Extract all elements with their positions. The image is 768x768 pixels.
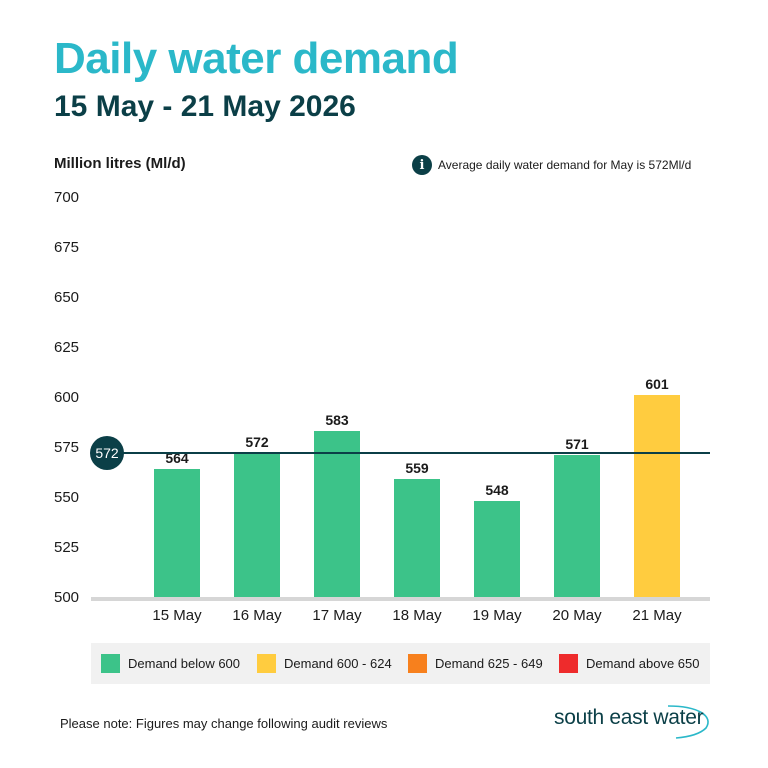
- y-tick-label: 600: [54, 389, 79, 406]
- footnote: Please note: Figures may change followin…: [60, 716, 388, 731]
- brand-swoosh-icon: [667, 705, 709, 739]
- average-info-text: Average daily water demand for May is 57…: [438, 158, 692, 172]
- y-tick-label: 625: [54, 339, 79, 356]
- bar: [314, 431, 360, 597]
- legend-label-below-600: Demand below 600: [128, 656, 241, 671]
- chart-subtitle: 15 May - 21 May 2026: [54, 90, 356, 123]
- bar: [154, 469, 200, 597]
- x-axis-baseline: [91, 597, 710, 601]
- x-tick-label: 17 May: [312, 607, 362, 624]
- y-tick-label: 700: [54, 189, 79, 206]
- average-marker-label: 572: [95, 445, 119, 461]
- bar-value-label: 571: [565, 436, 589, 452]
- legend-label-625-649: Demand 625 - 649: [435, 656, 543, 671]
- y-tick-label: 675: [54, 239, 79, 256]
- legend-item-above-650: Demand above 650: [559, 654, 699, 673]
- brand-logo: south east water: [554, 706, 704, 729]
- legend-swatch-below-600: [101, 654, 120, 673]
- average-marker: [90, 436, 124, 470]
- bar: [474, 501, 520, 597]
- legend: Demand below 600 Demand 600 - 624 Demand…: [91, 643, 710, 684]
- legend-item-625-649: Demand 625 - 649: [408, 654, 543, 673]
- legend-label-600-624: Demand 600 - 624: [284, 656, 392, 671]
- x-tick-label: 18 May: [392, 607, 442, 624]
- y-tick-label: 525: [54, 539, 79, 556]
- legend-swatch-625-649: [408, 654, 427, 673]
- x-tick-label: 16 May: [232, 607, 282, 624]
- y-tick-label: 650: [54, 289, 79, 306]
- x-tick-label: 19 May: [472, 607, 522, 624]
- y-axis-unit-label: Million litres (Ml/d): [54, 155, 186, 172]
- y-tick-label: 550: [54, 489, 79, 506]
- x-tick-label: 20 May: [552, 607, 602, 624]
- x-tick-label: 21 May: [632, 607, 682, 624]
- legend-item-600-624: Demand 600 - 624: [257, 654, 392, 673]
- bar: [394, 479, 440, 597]
- bar-value-label: 601: [645, 376, 669, 392]
- y-tick-label: 575: [54, 439, 79, 456]
- bar-value-label: 583: [325, 412, 349, 428]
- legend-swatch-above-650: [559, 654, 578, 673]
- chart-title: Daily water demand: [54, 34, 459, 83]
- x-tick-label: 15 May: [152, 607, 202, 624]
- y-tick-label: 500: [54, 589, 79, 606]
- bar: [554, 455, 600, 597]
- legend-item-below-600: Demand below 600: [101, 654, 240, 673]
- info-icon: i: [412, 155, 432, 175]
- bar-value-label: 572: [245, 434, 269, 450]
- bar-value-label: 548: [485, 482, 509, 498]
- bar: [234, 453, 280, 597]
- bar: [634, 395, 680, 597]
- bar-value-label: 559: [405, 460, 429, 476]
- legend-swatch-600-624: [257, 654, 276, 673]
- legend-label-above-650: Demand above 650: [586, 656, 700, 671]
- average-info-note: i Average daily water demand for May is …: [412, 155, 691, 175]
